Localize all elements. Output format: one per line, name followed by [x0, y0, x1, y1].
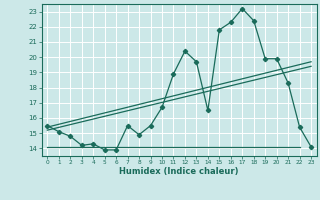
- X-axis label: Humidex (Indice chaleur): Humidex (Indice chaleur): [119, 167, 239, 176]
